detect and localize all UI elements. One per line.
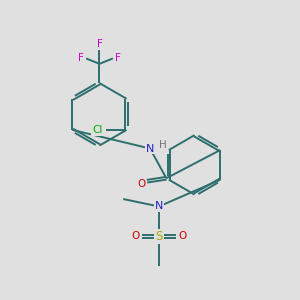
Text: N: N (146, 143, 154, 154)
Text: O: O (178, 231, 186, 241)
Text: F: F (78, 53, 84, 64)
Text: H: H (159, 140, 167, 150)
Text: Cl: Cl (92, 125, 103, 135)
Text: F: F (115, 53, 121, 64)
Text: F: F (97, 39, 102, 49)
Text: N: N (155, 202, 163, 212)
Text: S: S (155, 230, 163, 243)
Text: O: O (137, 179, 145, 189)
Text: O: O (132, 231, 140, 241)
